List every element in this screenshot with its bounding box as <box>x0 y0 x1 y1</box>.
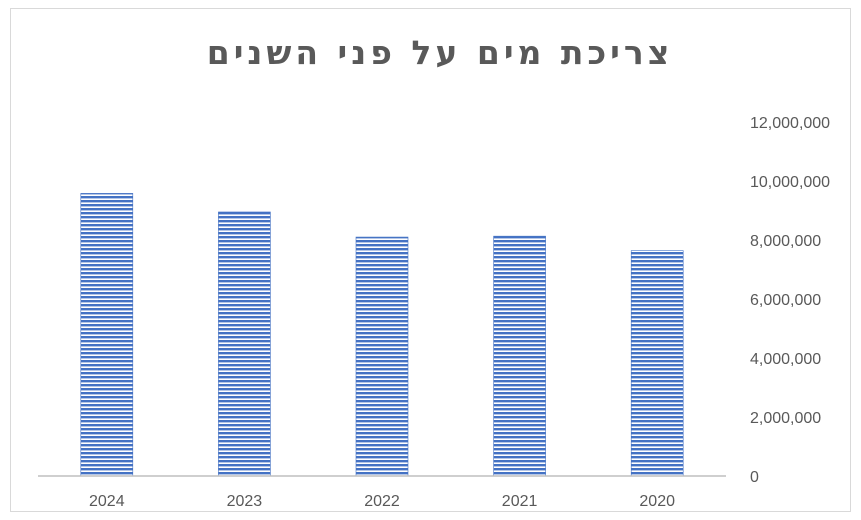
bar-2021 <box>493 235 546 477</box>
y-tick-label: 12,000,000 <box>750 115 830 132</box>
x-tick-label: 2020 <box>639 493 675 510</box>
bar-2022 <box>355 236 409 477</box>
y-tick-label: 2,000,000 <box>750 410 821 427</box>
y-tick-label: 0 <box>750 469 759 486</box>
y-tick-label: 6,000,000 <box>750 292 821 309</box>
bar-2024 <box>80 193 134 477</box>
bar-2020 <box>630 250 684 477</box>
x-tick-label: 2021 <box>502 493 538 510</box>
bar-2023 <box>218 211 271 477</box>
y-tick-label: 4,000,000 <box>750 351 821 368</box>
y-tick-label: 8,000,000 <box>750 233 821 250</box>
x-tick-label: 2023 <box>227 493 263 510</box>
x-tick-label: 2024 <box>89 493 125 510</box>
chart-title: צריכת מים על פני השנים <box>206 33 674 72</box>
chart-frame <box>10 8 851 512</box>
y-tick-label: 10,000,000 <box>750 174 830 191</box>
x-tick-label: 2022 <box>364 493 400 510</box>
